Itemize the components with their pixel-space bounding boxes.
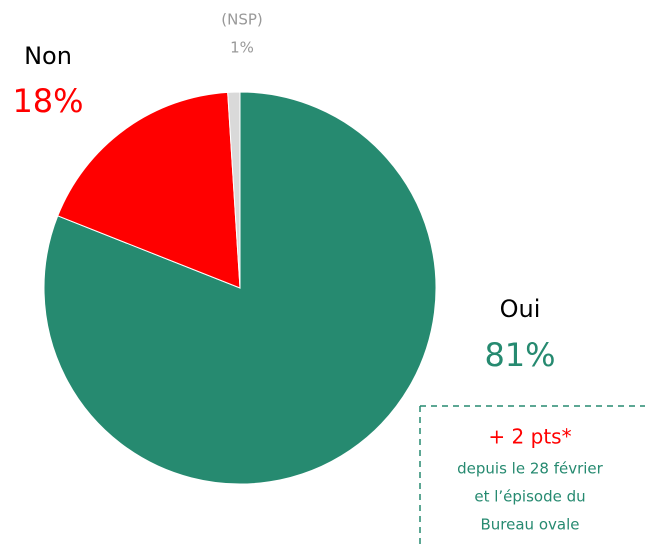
category-label: (NSP) — [221, 11, 263, 29]
value-label: 81% — [484, 336, 555, 374]
annotation-line: depuis le 28 février — [457, 460, 603, 478]
category-label: Non — [24, 42, 72, 70]
pie-slice — [57, 91, 241, 289]
labels: Oui 81% Non 18% (NSP) 1% — [12, 11, 555, 375]
value-label: 1% — [230, 39, 254, 57]
value-label: 18% — [12, 82, 83, 120]
pie — [43, 91, 437, 485]
pie-slice — [227, 91, 241, 289]
category-label: Oui — [500, 295, 541, 323]
annotation-line: Bureau ovale — [481, 516, 580, 534]
annotation-line: et l’épisode du — [474, 488, 585, 506]
annotation-title: + 2 pts* — [488, 425, 571, 449]
